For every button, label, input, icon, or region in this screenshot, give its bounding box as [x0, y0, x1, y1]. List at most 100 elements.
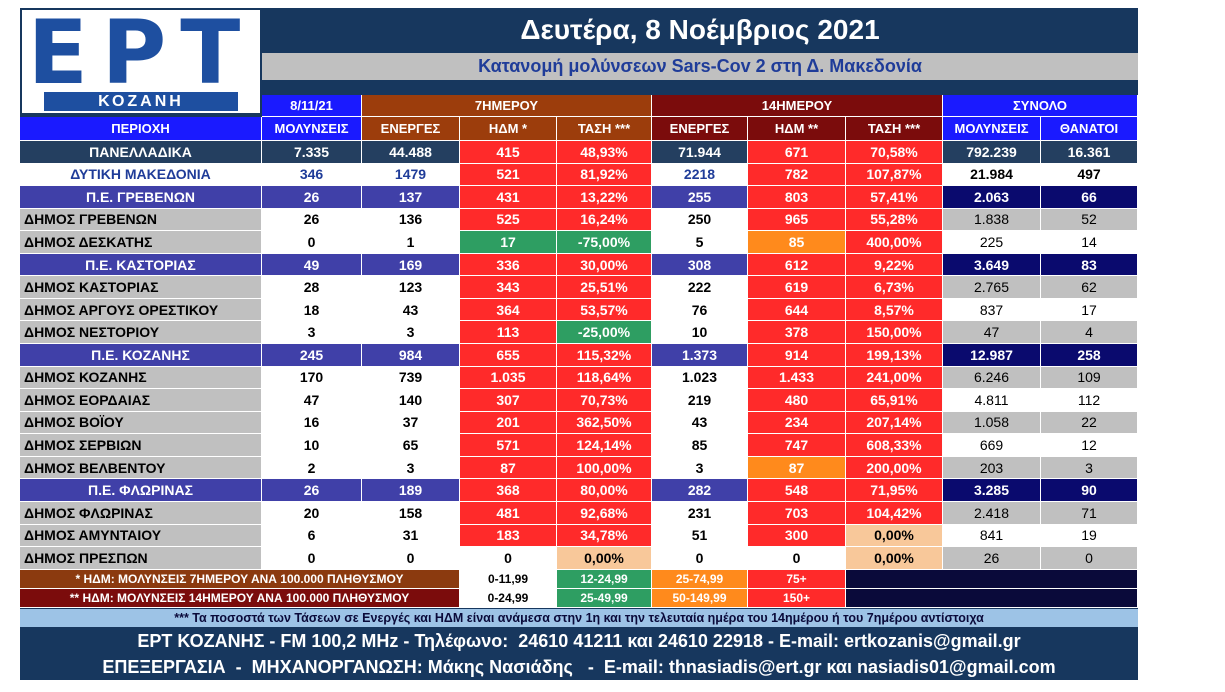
table-cell: 255	[652, 186, 748, 209]
table-cell: 25,51%	[557, 276, 652, 299]
table-cell: ΔΗΜΟΣ ΒΕΛΒΕΝΤΟΥ	[20, 456, 262, 480]
table-cell: 0	[748, 547, 846, 570]
table-cell: 123	[362, 276, 460, 299]
table-cell: 3	[362, 456, 460, 480]
table-cell: 92,68%	[557, 501, 652, 525]
table-cell: 1479	[362, 163, 460, 187]
table-cell: 80,00%	[557, 479, 652, 502]
table-cell: 10	[652, 321, 748, 345]
table-cell: Π.Ε. ΦΛΩΡΙΝΑΣ	[20, 479, 262, 502]
table-cell: 37	[362, 411, 460, 435]
table-cell: Π.Ε. ΚΟΖΑΝΗΣ	[20, 344, 262, 367]
table-cell: 803	[748, 186, 846, 209]
table-cell: 0	[262, 231, 362, 254]
legend-range: 25-74,99	[652, 570, 748, 589]
table-cell: 6,73%	[846, 276, 943, 299]
table-cell: 115,32%	[557, 344, 652, 367]
table-cell: 55,28%	[846, 208, 943, 232]
table-cell: 222	[652, 276, 748, 299]
table-cell: 608,33%	[846, 434, 943, 457]
group-header: 8/11/21	[262, 95, 362, 117]
table-cell: ΔΥΤΙΚΗ ΜΑΚΕΔΟΝΙΑ	[20, 163, 262, 187]
table-cell: 368	[460, 479, 557, 502]
table-cell: 307	[460, 389, 557, 412]
legend-range: 150+	[748, 589, 846, 608]
table-cell: 782	[748, 163, 846, 187]
table-cell: 837	[943, 298, 1041, 322]
table-cell: 70,73%	[557, 389, 652, 412]
table-cell: 18	[262, 298, 362, 322]
table-cell: 170	[262, 366, 362, 390]
table-cell: 1.373	[652, 344, 748, 367]
table-cell: 2	[262, 456, 362, 480]
table-cell: ΔΗΜΟΣ ΠΡΕΣΠΩΝ	[20, 547, 262, 570]
table-cell: 984	[362, 344, 460, 367]
table-cell: 0	[460, 547, 557, 570]
table-cell: 34,78%	[557, 524, 652, 548]
table-cell: 17	[460, 231, 557, 254]
table-cell: 415	[460, 141, 557, 164]
table-cell: ΔΗΜΟΣ ΕΟΡΔΑΙΑΣ	[20, 389, 262, 412]
column-header: ΤΑΣΗ ***	[846, 117, 943, 141]
note: *** Τα ποσοστά των Τάσεων σε Ενεργές και…	[20, 609, 1138, 627]
subtitle: Κατανομή μολύνσεων Sars-Cov 2 στη Δ. Μακ…	[262, 53, 1138, 80]
table-cell: ΔΗΜΟΣ ΝΕΣΤΟΡΙΟΥ	[20, 321, 262, 345]
table-cell: 6	[262, 524, 362, 548]
table-cell: 497	[1041, 163, 1138, 187]
table-cell: 3	[262, 321, 362, 345]
table-cell: 548	[748, 479, 846, 502]
table-cell: 12.987	[943, 344, 1041, 367]
table-cell: 140	[362, 389, 460, 412]
table-cell: ΔΗΜΟΣ ΓΡΕΒΕΝΩΝ	[20, 208, 262, 232]
column-header: ΤΑΣΗ ***	[557, 117, 652, 141]
table-cell: 113	[460, 321, 557, 345]
table-cell: 26	[262, 479, 362, 502]
table-cell: 12	[1041, 434, 1138, 457]
table-cell: 21.984	[943, 163, 1041, 187]
table-cell: 0,00%	[846, 547, 943, 570]
table-cell: 71	[1041, 501, 1138, 525]
table-cell: 65	[362, 434, 460, 457]
table-cell: 234	[748, 411, 846, 435]
table-cell: 70,58%	[846, 141, 943, 164]
table-cell: 308	[652, 253, 748, 277]
table-cell: ΔΗΜΟΣ ΚΟΖΑΝΗΣ	[20, 366, 262, 390]
table-cell: 525	[460, 208, 557, 232]
group-header: ΣΥΝΟΛΟ	[943, 95, 1138, 117]
table-cell: 431	[460, 186, 557, 209]
table-cell: 669	[943, 434, 1041, 457]
table-cell: 258	[1041, 344, 1138, 367]
table-cell: 362,50%	[557, 411, 652, 435]
table-cell: 1.058	[943, 411, 1041, 435]
column-header: ΠΕΡΙΟΧΗ	[20, 117, 262, 141]
table-cell: 0,00%	[846, 524, 943, 548]
table-cell: 87	[748, 456, 846, 480]
table-cell: 16	[262, 411, 362, 435]
column-header: ΕΝΕΡΓΕΣ	[362, 117, 460, 141]
table-cell: 28	[262, 276, 362, 299]
table-cell: ΔΗΜΟΣ ΣΕΡΒΙΩΝ	[20, 434, 262, 457]
table-cell: 4.811	[943, 389, 1041, 412]
table-cell: 43	[362, 298, 460, 322]
column-header: ΜΟΛΥΝΣΕΙΣ	[262, 117, 362, 141]
table-cell: 0	[1041, 547, 1138, 570]
footer-line: ΕΡΤ ΚΟΖΑΝΗΣ - FM 100,2 MHz - Τηλέφωνο: 2…	[20, 628, 1138, 654]
table-cell: 169	[362, 253, 460, 277]
table-cell: 225	[943, 231, 1041, 254]
table-cell: ΔΗΜΟΣ ΑΜΥΝΤΑΙΟΥ	[20, 524, 262, 548]
table-cell: 655	[460, 344, 557, 367]
table-cell: 219	[652, 389, 748, 412]
table-cell: 2.063	[943, 186, 1041, 209]
table-cell: 343	[460, 276, 557, 299]
table-cell: 703	[748, 501, 846, 525]
table-cell: 6.246	[943, 366, 1041, 390]
table-cell: 203	[943, 456, 1041, 480]
table-cell: 13,22%	[557, 186, 652, 209]
table-cell: 241,00%	[846, 366, 943, 390]
table-cell: 85	[748, 231, 846, 254]
table-cell: 17	[1041, 298, 1138, 322]
legend-range: 25-49,99	[557, 589, 652, 608]
column-header: ΘΑΝΑΤΟΙ	[1041, 117, 1138, 141]
table-cell: 1.035	[460, 366, 557, 390]
table-cell: 336	[460, 253, 557, 277]
